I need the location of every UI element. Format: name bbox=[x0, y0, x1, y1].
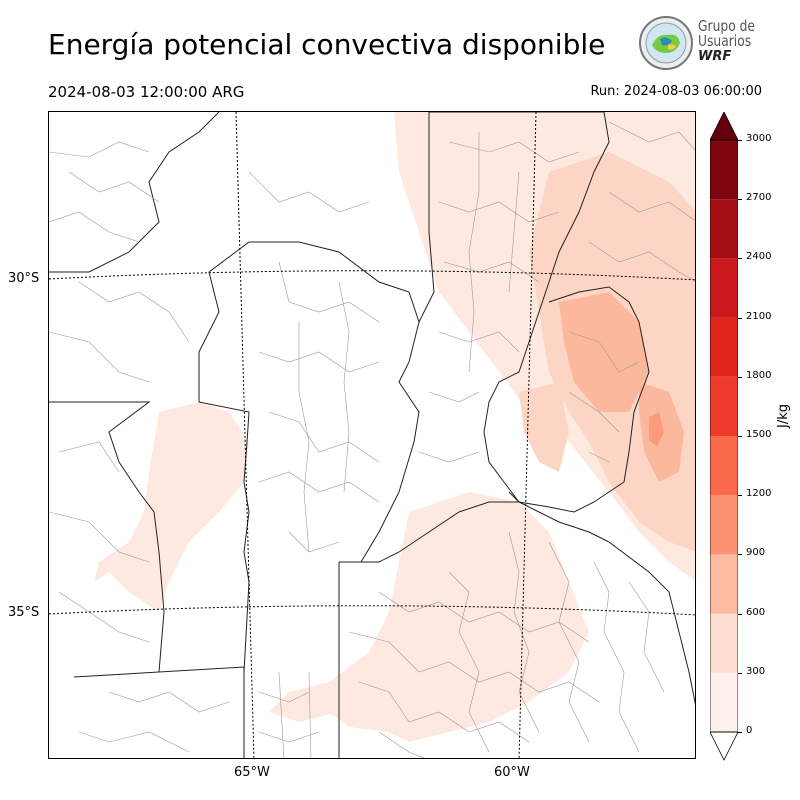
colorbar-tick-label: 0 bbox=[746, 725, 753, 736]
map-panel[interactable] bbox=[48, 111, 696, 759]
colorbar-frame bbox=[710, 139, 738, 733]
colorbar-segment bbox=[710, 258, 738, 318]
colorbar-tick-label: 300 bbox=[746, 665, 766, 677]
lat-35S bbox=[49, 605, 695, 616]
map-canvas bbox=[49, 112, 695, 758]
colorbar-over-arrow bbox=[710, 112, 738, 141]
cape-band-600-900-a bbox=[559, 292, 649, 412]
lat-label-30s: 30°S bbox=[8, 271, 40, 286]
run-time: Run: 2024-08-03 06:00:00 bbox=[590, 84, 762, 99]
colorbar-tick-mark bbox=[738, 140, 742, 141]
province-boundaries bbox=[49, 112, 695, 758]
colorbar-segment bbox=[710, 199, 738, 259]
lon-label-65w: 65°W bbox=[234, 765, 270, 780]
lat-label-35s: 35°S bbox=[8, 605, 40, 620]
colorbar-segment bbox=[710, 495, 738, 555]
boundary-larioja-cordoba bbox=[198, 271, 250, 673]
boundary-mendoza-sanluis bbox=[108, 401, 165, 673]
boundary-coast bbox=[608, 541, 695, 705]
colorbar-tick-mark bbox=[738, 258, 742, 260]
colorbar-tick-label: 3000 bbox=[746, 133, 772, 144]
colorbar-segment bbox=[710, 613, 738, 673]
colorbar-tick-mark bbox=[738, 376, 742, 378]
department-boundaries bbox=[49, 121, 695, 758]
cape-band-900-1200 bbox=[649, 412, 664, 447]
colorbar-tick-label: 2100 bbox=[746, 310, 772, 322]
boundary-entrerios-corrientes bbox=[508, 286, 650, 513]
lon-label-60w: 60°W bbox=[494, 765, 530, 780]
page-title: Energía potencial convectiva disponible bbox=[48, 28, 606, 61]
colorbar-under-arrow bbox=[710, 731, 738, 761]
logo-line3: WRF bbox=[698, 49, 732, 64]
colorbar-tick-label: 2700 bbox=[746, 192, 772, 204]
logo: Grupo de Usuarios WRF bbox=[638, 15, 768, 73]
colorbar-segment bbox=[710, 140, 738, 200]
boundary-santafe-east bbox=[429, 112, 610, 503]
cape-band-0-300-west bbox=[94, 402, 249, 612]
colorbar bbox=[710, 112, 738, 761]
colorbar-unit: J/kg bbox=[776, 404, 791, 428]
boundary-catamarca-larioja bbox=[49, 112, 220, 273]
colorbar-tick-mark bbox=[738, 672, 742, 674]
colorbar-tick-label: 1800 bbox=[746, 369, 772, 381]
lon-60W bbox=[518, 112, 537, 758]
valid-time: 2024-08-03 12:00:00 ARG bbox=[48, 83, 245, 101]
lat-30S bbox=[49, 270, 695, 281]
colorbar-tick-mark bbox=[738, 613, 742, 615]
colorbar-segment bbox=[710, 554, 738, 614]
cape-shading bbox=[94, 112, 695, 742]
boundary-sanluis-lapampa bbox=[73, 666, 245, 758]
colorbar-tick-label: 600 bbox=[746, 606, 766, 618]
colorbar-segment bbox=[710, 672, 738, 732]
colorbar-segment bbox=[710, 376, 738, 436]
colorbar-tick-label: 2400 bbox=[746, 251, 772, 263]
colorbar-tick-label: 1200 bbox=[746, 488, 772, 500]
boundary-santafe-entrerios bbox=[418, 112, 435, 323]
colorbar-tick-mark bbox=[738, 199, 742, 201]
globe-icon bbox=[639, 16, 693, 70]
colorbar-tick-label: 900 bbox=[746, 547, 766, 559]
colorbar-tick-label: 1500 bbox=[746, 429, 772, 440]
colorbar-tick-mark bbox=[738, 554, 742, 556]
boundary-buenosaires-north bbox=[339, 501, 610, 563]
colorbar-segment bbox=[710, 317, 738, 377]
boundary-cordoba-santafe bbox=[208, 241, 420, 563]
cape-band-300-600-b bbox=[519, 382, 569, 472]
colorbar-tick-mark bbox=[738, 732, 742, 733]
logo-line2: Usuarios bbox=[698, 32, 752, 50]
colorbar-tick-mark bbox=[738, 317, 742, 319]
logo-line1: Grupo de bbox=[698, 17, 756, 35]
colorbar-segment bbox=[710, 436, 738, 496]
colorbar-tick-mark bbox=[738, 495, 742, 497]
colorbar-tick-mark bbox=[738, 436, 742, 437]
graticule bbox=[49, 112, 695, 758]
lon-65W bbox=[235, 112, 255, 758]
